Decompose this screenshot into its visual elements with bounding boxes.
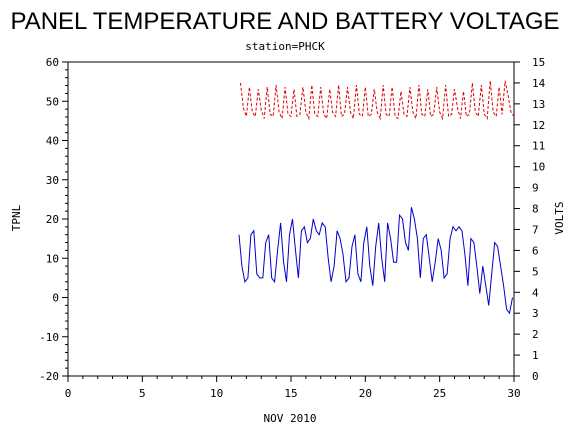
x-axis-label: NOV 2010	[264, 412, 317, 425]
y-left-tick-label: 0	[52, 292, 59, 305]
panel-temperature-line	[238, 207, 513, 315]
y-right-tick-label: 5	[532, 265, 539, 278]
y-left-tick-label: -20	[39, 370, 59, 383]
y-left-tick-label: 50	[46, 95, 59, 108]
x-tick-label: 30	[507, 387, 520, 400]
y-right-tick-label: 14	[532, 77, 546, 90]
y-right-tick-label: 11	[532, 140, 545, 153]
y-right-tick-label: 3	[532, 307, 539, 320]
y-right-tick-label: 4	[532, 286, 539, 299]
plot-frame	[67, 61, 515, 377]
y-left-tick-label: 20	[46, 213, 59, 226]
x-tick-label: 25	[433, 387, 446, 400]
y-left-tick-label: 60	[46, 56, 59, 69]
x-tick-label: 10	[210, 387, 223, 400]
y-left-tick-label: 30	[46, 174, 59, 187]
y-right-tick-label: 12	[532, 119, 545, 132]
y-left-axis-label: TPNL	[10, 204, 23, 231]
y-left-tick-label: -10	[39, 331, 59, 344]
axis-ticks: 0 5 10 15 20 25 30-20-100102030405060012345678…	[39, 56, 545, 400]
x-tick-label: 15	[284, 387, 297, 400]
y-right-tick-label: 0	[532, 370, 539, 383]
y-right-tick-label: 2	[532, 328, 539, 341]
series-layer	[238, 80, 515, 315]
chart-title: PANEL TEMPERATURE AND BATTERY VOLTAGE	[10, 8, 559, 35]
x-tick-label: 0	[65, 387, 72, 400]
y-right-tick-label: 8	[532, 203, 539, 216]
x-tick-label: 5	[139, 387, 146, 400]
battery-voltage-line	[240, 80, 515, 121]
y-right-tick-label: 9	[532, 182, 539, 195]
x-tick-label: 20	[359, 387, 372, 400]
y-right-tick-label: 13	[532, 98, 545, 111]
y-right-tick-label: 10	[532, 161, 545, 174]
y-left-tick-label: 40	[46, 135, 59, 148]
y-right-axis-label: VOLTS	[553, 201, 566, 234]
y-right-tick-label: 15	[532, 56, 545, 69]
y-right-tick-label: 6	[532, 244, 539, 257]
y-left-tick-label: 10	[46, 252, 59, 265]
y-right-tick-label: 1	[532, 349, 539, 362]
y-right-tick-label: 7	[532, 223, 539, 236]
chart-subtitle: station=PHCK	[245, 40, 325, 53]
